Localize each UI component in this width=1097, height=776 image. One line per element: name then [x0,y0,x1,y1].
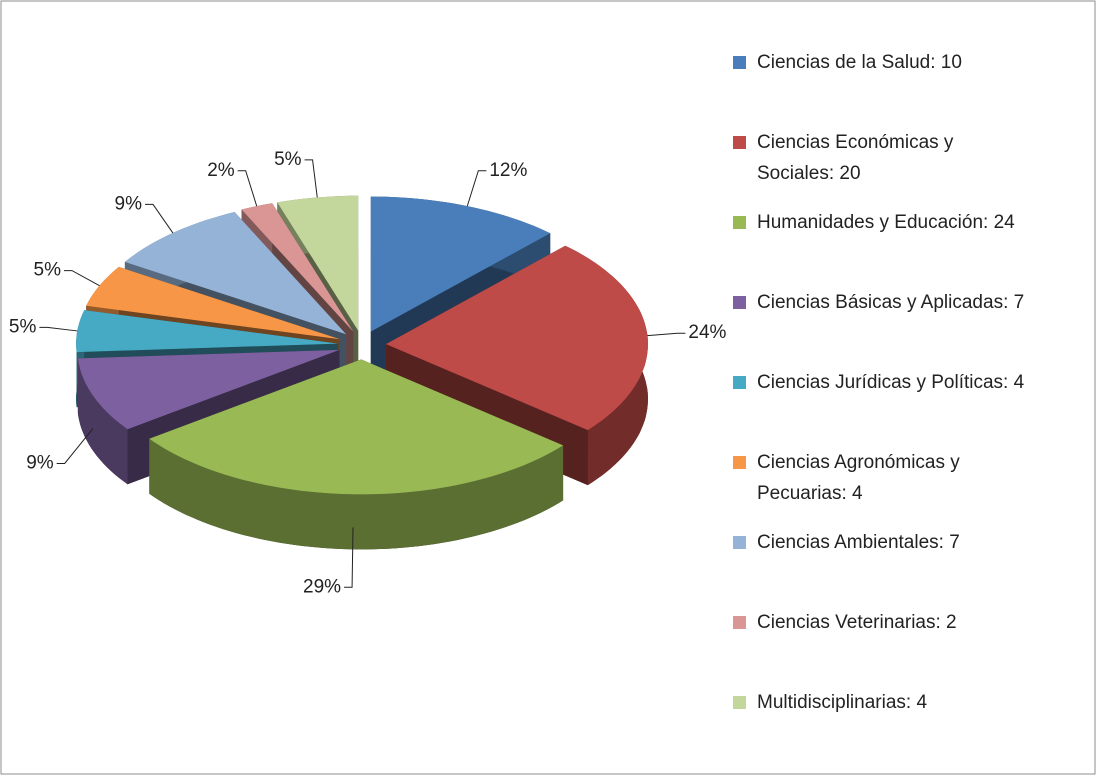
data-label: 29% [303,576,341,597]
legend-label: Ciencias Agronómicas y Pecuarias: 4 [757,452,960,504]
leader-line [39,326,78,332]
data-label: 5% [34,260,62,281]
legend-swatch [733,456,746,469]
slice-top [124,212,347,335]
legend-label: Humanidades y Educación: 24 [757,212,1015,233]
legend-label: Ciencias Económicas y Sociales: 20 [757,132,954,184]
slice-top [241,203,354,332]
data-label: 9% [115,193,143,214]
legend-item: Ciencias Ambientales: 7 [733,527,1027,558]
leader-line [237,170,258,207]
slice-top [76,310,339,353]
legend-label: Ciencias Básicas y Aplicadas: 7 [757,292,1025,313]
slice [149,359,564,550]
legend-label: Ciencias de la Salud: 10 [757,52,962,73]
legend-item: Multidisciplinarias: 4 [733,687,1027,718]
legend-swatch [733,536,746,549]
leader-line [56,428,94,464]
leader-line [647,332,686,337]
legend-label: Ciencias Jurídicas y Políticas: 4 [757,372,1025,393]
legend-item: Ciencias Agronómicas y Pecuarias: 4 [733,447,1027,509]
legend-label: Ciencias Ambientales: 7 [757,532,960,553]
data-label: 5% [9,316,37,337]
legend-item: Ciencias Veterinarias: 2 [733,607,1027,638]
legend-item: Ciencias Básicas y Aplicadas: 7 [733,287,1027,318]
leader-line [466,170,487,207]
leader-line [344,527,354,588]
legend-swatch [733,696,746,709]
legend-swatch [733,616,746,629]
legend-label: Ciencias Veterinarias: 2 [757,612,957,633]
data-label: 12% [489,160,527,181]
slice-top [86,266,340,340]
legend-swatch [733,376,746,389]
slice-wall [77,358,128,485]
legend-item: Ciencias Económicas y Sociales: 20 [733,127,1027,189]
leader-line [145,203,174,234]
legend-item: Humanidades y Educación: 24 [733,207,1027,238]
leader-line [304,159,318,198]
legend-item: Ciencias de la Salud: 10 [733,47,1027,78]
slice-top [370,196,551,332]
slice-wall [149,438,564,550]
slice-top [77,349,340,430]
slice-top [277,195,359,331]
legend-swatch [733,296,746,309]
data-label: 5% [274,149,302,170]
slice-top [149,359,564,495]
data-label: 9% [26,452,54,473]
legend-label: Multidisciplinarias: 4 [757,692,928,713]
leader-line [63,270,100,287]
legend-swatch [733,136,746,149]
legend-swatch [733,216,746,229]
data-label: 24% [688,322,726,343]
data-label: 2% [207,160,235,181]
legend-item: Ciencias Jurídicas y Políticas: 4 [733,367,1027,398]
slice-top [386,245,648,431]
legend-swatch [733,56,746,69]
